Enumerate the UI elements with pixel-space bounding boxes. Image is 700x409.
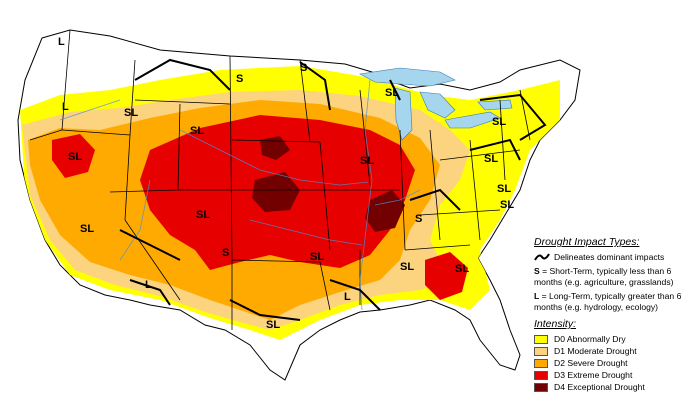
impact-label: SL [492, 116, 506, 128]
impact-label: L [62, 101, 69, 113]
impact-label: SL [360, 155, 374, 167]
impact-label: SL [484, 153, 498, 165]
d3-swatch [534, 370, 548, 380]
d2-label: D2 Severe Drought [554, 358, 628, 368]
d1-swatch [534, 346, 548, 356]
impact-line-row: Delineates dominant impacts [534, 252, 698, 262]
great-lakes [359, 67, 513, 141]
impact-label: L [145, 279, 152, 291]
impact-label: S [415, 213, 422, 225]
impact-line-swatch [534, 253, 550, 261]
impact-label: SL [124, 107, 138, 119]
short-term-key: S [534, 266, 540, 276]
d0-swatch [534, 334, 548, 344]
impact-label: SL [310, 251, 324, 263]
d4-swatch [534, 382, 548, 392]
legend-item-d2: D2 Severe Drought [534, 358, 698, 368]
impact-label: SL [385, 87, 399, 99]
impact-label: L [344, 291, 351, 303]
impact-label: SL [196, 209, 210, 221]
d1-label: D1 Moderate Drought [554, 346, 637, 356]
legend-item-d0: D0 Abnormally Dry [534, 334, 698, 344]
rivers [59, 79, 421, 311]
short-term-def: S = Short-Term, typically less than 6 mo… [534, 266, 698, 287]
impact-label: SL [68, 151, 82, 163]
impact-types-title: Drought Impact Types: [534, 236, 640, 248]
impact-label: SL [266, 319, 280, 331]
d3-region-west [52, 134, 95, 178]
impact-label: SL [190, 125, 204, 137]
impact-label: SL [455, 263, 469, 275]
impact-boundaries [119, 58, 547, 321]
impact-labels: L L S S SL SL SL SL SL SL SL SL S SL SL … [58, 36, 514, 331]
d0-label: D0 Abnormally Dry [554, 334, 626, 344]
impact-label: SL [80, 223, 94, 235]
d4-region-north [260, 136, 290, 160]
intensity-title: Intensity: [534, 318, 577, 330]
d2-swatch [534, 358, 548, 368]
legend-item-d1: D1 Moderate Drought [534, 346, 698, 356]
impact-label: S [236, 73, 243, 85]
impact-label: L [58, 36, 65, 48]
d4-region [252, 172, 300, 212]
impact-label: SL [497, 183, 511, 195]
legend: Drought Impact Types: Delineates dominan… [534, 236, 698, 394]
short-term-text: = Short-Term, typically less than 6 mont… [534, 266, 674, 287]
d3-region-southeast [425, 252, 468, 300]
impact-label: SL [400, 261, 414, 273]
long-term-def: L = Long-Term, typically greater than 6 … [534, 291, 698, 312]
long-term-key: L [534, 291, 540, 301]
d4-region-east [365, 190, 405, 232]
state-borders [29, 29, 531, 330]
impact-label: S [300, 62, 307, 74]
d4-label: D4 Exceptional Drought [554, 382, 645, 392]
impact-line-label: Delineates dominant impacts [554, 252, 665, 262]
legend-item-d3: D3 Extreme Drought [534, 370, 698, 380]
legend-item-d4: D4 Exceptional Drought [534, 382, 698, 392]
d3-label: D3 Extreme Drought [554, 370, 633, 380]
long-term-text: = Long-Term, typically greater than 6 mo… [534, 291, 682, 312]
impact-label: S [222, 247, 229, 259]
impact-label: SL [500, 199, 514, 211]
